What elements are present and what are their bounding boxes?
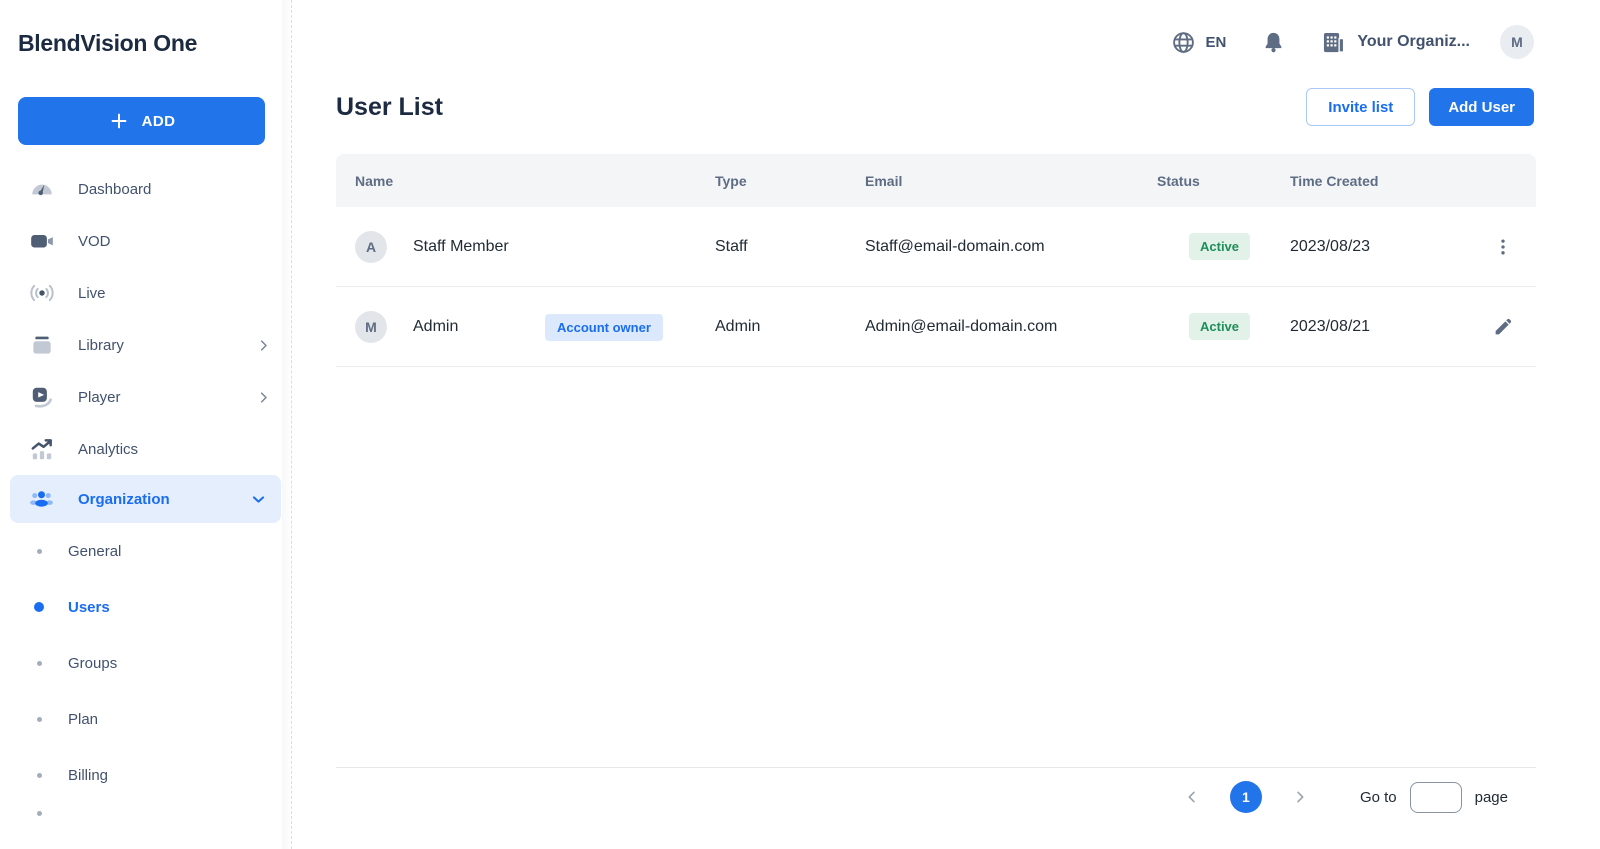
language-label: EN [1205, 33, 1227, 51]
bullet-icon [37, 548, 42, 554]
table-header-row: Name Type Email Status Time Created [336, 154, 1536, 207]
broadcast-icon [28, 280, 55, 307]
sidebar: BlendVision One ADD Dashboard VOD [0, 0, 292, 849]
user-type: Staff [715, 237, 748, 255]
gauge-icon [28, 176, 55, 203]
video-camera-icon [28, 228, 55, 255]
notifications-button[interactable] [1256, 25, 1290, 59]
pencil-icon [1492, 316, 1514, 338]
player-icon [28, 384, 55, 411]
plus-icon [108, 110, 130, 132]
sidebar-item-label: Dashboard [78, 180, 152, 198]
app-logo: BlendVision One [18, 30, 198, 56]
people-icon [28, 486, 55, 513]
avatar: A [355, 231, 387, 263]
column-header-type: Type [715, 172, 747, 189]
column-header-status: Status [1157, 172, 1200, 189]
bullet-icon [37, 772, 42, 778]
bullet-icon [37, 810, 42, 816]
sidebar-item-dashboard[interactable]: Dashboard [0, 163, 291, 215]
add-button-label: ADD [141, 112, 176, 130]
bell-icon [1261, 30, 1286, 55]
time-created: 2023/08/21 [1290, 317, 1371, 335]
bullet-icon [34, 602, 44, 612]
chevron-right-icon [1292, 789, 1308, 805]
language-selector[interactable]: EN [1171, 30, 1227, 55]
topbar: EN [292, 0, 1600, 84]
account-owner-badge: Account owner [545, 314, 663, 341]
sidebar-item-general[interactable]: General [0, 523, 291, 579]
time-created: 2023/08/23 [1290, 237, 1371, 255]
sidebar-item-billing[interactable]: Billing [0, 747, 291, 803]
sidebar-item-label: VOD [78, 232, 111, 250]
invite-list-button[interactable]: Invite list [1306, 88, 1416, 126]
sidebar-subitem-label: General [68, 542, 122, 560]
kebab-icon [1493, 237, 1513, 257]
user-name: Admin [413, 318, 459, 335]
sidebar-nav: Dashboard VOD Live [0, 163, 291, 823]
sidebar-subitem-label: Groups [68, 654, 118, 672]
chevron-left-icon [1184, 789, 1200, 805]
add-button[interactable]: ADD [18, 97, 265, 145]
more-menu-button[interactable] [1486, 230, 1520, 264]
sidebar-item-organization[interactable]: Organization [10, 475, 281, 523]
avatar: M [355, 311, 387, 343]
column-header-email: Email [865, 172, 903, 189]
sidebar-item-player[interactable]: Player [0, 371, 291, 423]
sidebar-item-analytics[interactable]: Analytics [0, 423, 291, 475]
organization-switcher[interactable]: Your Organiz... [1320, 29, 1470, 56]
sidebar-subitem-label: Users [68, 598, 110, 616]
organization-name: Your Organiz... [1357, 33, 1470, 50]
page-header: User List Invite list Add User [292, 84, 1600, 128]
sidebar-subitem-label: Plan [68, 710, 99, 728]
chevron-right-icon [256, 338, 271, 353]
column-header-time-created: Time Created [1290, 172, 1379, 189]
sidebar-item-label: Library [78, 336, 124, 354]
sidebar-item-groups[interactable]: Groups [0, 635, 291, 691]
user-email: Admin@email-domain.com [865, 317, 1058, 335]
sidebar-item-library[interactable]: Library [0, 319, 291, 371]
add-user-button[interactable]: Add User [1429, 88, 1534, 126]
chevron-right-icon [256, 390, 271, 405]
table-row: A Staff Member Staff Staff@email-domain.… [336, 207, 1536, 287]
user-type: Admin [715, 317, 761, 335]
sidebar-item-label: Live [78, 284, 106, 302]
page-label: page [1474, 788, 1508, 806]
globe-icon [1171, 30, 1196, 55]
next-page-button[interactable] [1286, 783, 1314, 811]
sidebar-item-live[interactable]: Live [0, 267, 291, 319]
bullet-icon [37, 716, 42, 722]
table-empty-space [336, 367, 1536, 767]
building-icon [1320, 29, 1347, 56]
sidebar-item-label: Analytics [78, 440, 139, 458]
pagination: 1 Go to page [336, 767, 1536, 826]
sidebar-item-label: Organization [78, 490, 170, 508]
sidebar-subitem-label: Billing [68, 766, 109, 784]
status-badge: Active [1189, 313, 1251, 340]
user-avatar[interactable]: M [1500, 25, 1534, 59]
user-email: Staff@email-domain.com [865, 237, 1045, 255]
goto-page-input[interactable] [1409, 781, 1462, 813]
previous-page-button[interactable] [1178, 783, 1206, 811]
main-content: EN [292, 0, 1600, 849]
sidebar-item-users[interactable]: Users [0, 579, 291, 635]
analytics-icon [28, 436, 55, 463]
column-header-name: Name [355, 172, 394, 189]
sidebar-item-label: Player [78, 388, 121, 406]
sidebar-item-partial[interactable] [0, 803, 291, 823]
page-title: User List [336, 92, 443, 121]
chevron-down-icon [250, 491, 267, 508]
table-row: M Admin Account owner Admin Admin@email-… [336, 287, 1536, 367]
goto-label: Go to [1359, 788, 1397, 806]
library-icon [28, 332, 55, 359]
user-table: Name Type Email Status Time Created A St… [336, 154, 1536, 826]
user-name: Staff Member [413, 238, 509, 255]
status-badge: Active [1189, 233, 1251, 260]
bullet-icon [37, 660, 42, 666]
sidebar-item-vod[interactable]: VOD [0, 215, 291, 267]
sidebar-item-plan[interactable]: Plan [0, 691, 291, 747]
edit-button[interactable] [1486, 310, 1520, 344]
page-number-button[interactable]: 1 [1229, 781, 1262, 813]
